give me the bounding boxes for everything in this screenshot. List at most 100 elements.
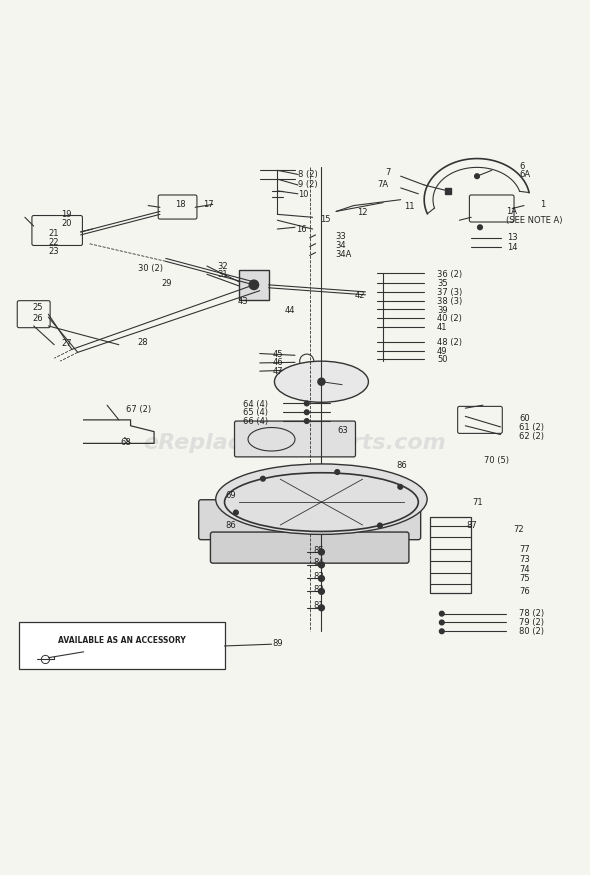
Text: 76: 76: [519, 587, 530, 597]
Circle shape: [319, 605, 324, 611]
Text: 10: 10: [298, 191, 309, 200]
Text: AVAILABLE AS AN ACCESSORY: AVAILABLE AS AN ACCESSORY: [58, 635, 186, 645]
Circle shape: [378, 523, 382, 528]
Text: 74: 74: [519, 564, 530, 573]
Text: 66 (4): 66 (4): [243, 417, 268, 426]
Text: 89: 89: [273, 639, 283, 648]
Text: 86: 86: [226, 522, 237, 530]
Circle shape: [319, 588, 324, 594]
Text: 8 (2): 8 (2): [298, 170, 317, 178]
Text: 1A: 1A: [506, 206, 517, 216]
Circle shape: [234, 510, 238, 514]
Text: 27: 27: [61, 339, 72, 348]
Text: 9 (2): 9 (2): [298, 180, 317, 190]
Text: 18: 18: [175, 200, 186, 209]
Circle shape: [318, 378, 325, 385]
Text: 50: 50: [437, 355, 448, 365]
Text: 84: 84: [314, 558, 324, 567]
FancyBboxPatch shape: [19, 622, 225, 669]
Text: 21: 21: [48, 229, 59, 238]
Text: 60: 60: [519, 414, 530, 424]
Text: 13: 13: [507, 234, 518, 242]
Text: 43: 43: [237, 297, 248, 305]
Text: (SEE NOTE A): (SEE NOTE A): [506, 216, 563, 225]
Circle shape: [319, 550, 324, 555]
Text: 85: 85: [314, 546, 324, 556]
Text: 45: 45: [273, 350, 283, 359]
Text: 32: 32: [218, 262, 228, 270]
Text: eReplacementParts.com: eReplacementParts.com: [143, 433, 447, 453]
Text: 70 (5): 70 (5): [484, 457, 509, 466]
Text: 7A: 7A: [377, 180, 388, 190]
Text: 1: 1: [540, 200, 546, 209]
Text: 34: 34: [335, 241, 346, 250]
Text: 16: 16: [296, 225, 307, 234]
Text: 75: 75: [519, 574, 530, 583]
Text: 78 (2): 78 (2): [519, 609, 545, 618]
Ellipse shape: [274, 361, 368, 403]
Text: 69: 69: [226, 491, 237, 500]
Circle shape: [478, 225, 482, 229]
Circle shape: [304, 410, 309, 415]
FancyBboxPatch shape: [199, 500, 421, 540]
Text: 19: 19: [61, 210, 72, 219]
FancyBboxPatch shape: [234, 421, 356, 457]
Text: 65 (4): 65 (4): [243, 409, 268, 417]
Text: 29: 29: [161, 279, 172, 288]
Circle shape: [261, 476, 266, 481]
Text: 17: 17: [203, 200, 214, 209]
Text: 68: 68: [120, 438, 131, 447]
Text: 71: 71: [473, 498, 483, 507]
Text: 7: 7: [385, 168, 391, 177]
Circle shape: [440, 612, 444, 616]
Text: 64 (4): 64 (4): [243, 400, 268, 409]
Text: 37 (3): 37 (3): [437, 288, 463, 297]
Text: 15: 15: [320, 214, 330, 223]
Text: 46: 46: [273, 359, 283, 368]
Text: 62 (2): 62 (2): [519, 432, 545, 441]
Text: 22: 22: [48, 238, 59, 247]
Circle shape: [475, 174, 480, 178]
Circle shape: [398, 485, 402, 489]
Text: 35: 35: [437, 279, 448, 288]
Text: 77: 77: [519, 544, 530, 554]
Circle shape: [319, 576, 324, 581]
Text: 73: 73: [519, 555, 530, 564]
Text: 30 (2): 30 (2): [137, 264, 163, 274]
Text: 39: 39: [437, 305, 448, 315]
Text: 38 (3): 38 (3): [437, 297, 463, 305]
Text: 61 (2): 61 (2): [519, 423, 545, 432]
Text: 44: 44: [284, 305, 295, 315]
Circle shape: [440, 620, 444, 625]
Text: 23: 23: [48, 247, 59, 255]
Text: 36 (2): 36 (2): [437, 270, 462, 279]
Text: 47: 47: [273, 368, 283, 376]
Text: 28: 28: [137, 338, 148, 346]
Text: 11: 11: [404, 202, 414, 211]
Text: 48 (2): 48 (2): [437, 338, 462, 346]
FancyBboxPatch shape: [239, 270, 268, 299]
Text: 80 (2): 80 (2): [519, 626, 545, 636]
Text: 20: 20: [61, 219, 72, 228]
Text: 82: 82: [314, 584, 324, 593]
Circle shape: [319, 562, 324, 568]
Text: 33: 33: [335, 232, 346, 242]
Text: 31: 31: [218, 270, 228, 279]
Text: 40 (2): 40 (2): [437, 314, 462, 324]
Text: 63: 63: [337, 426, 348, 435]
Text: 72: 72: [513, 525, 524, 534]
Text: 67 (2): 67 (2): [126, 405, 151, 415]
Circle shape: [335, 470, 340, 474]
Circle shape: [440, 629, 444, 634]
Circle shape: [304, 419, 309, 424]
Text: 86: 86: [396, 461, 407, 470]
Text: 14: 14: [507, 242, 518, 252]
Text: 26: 26: [32, 314, 42, 324]
Text: 83: 83: [314, 571, 324, 581]
Text: 79 (2): 79 (2): [519, 618, 545, 627]
Text: 34A: 34A: [335, 249, 351, 259]
Circle shape: [304, 401, 309, 406]
Text: 41: 41: [437, 323, 448, 332]
Circle shape: [249, 280, 258, 290]
Text: 87: 87: [467, 522, 477, 530]
